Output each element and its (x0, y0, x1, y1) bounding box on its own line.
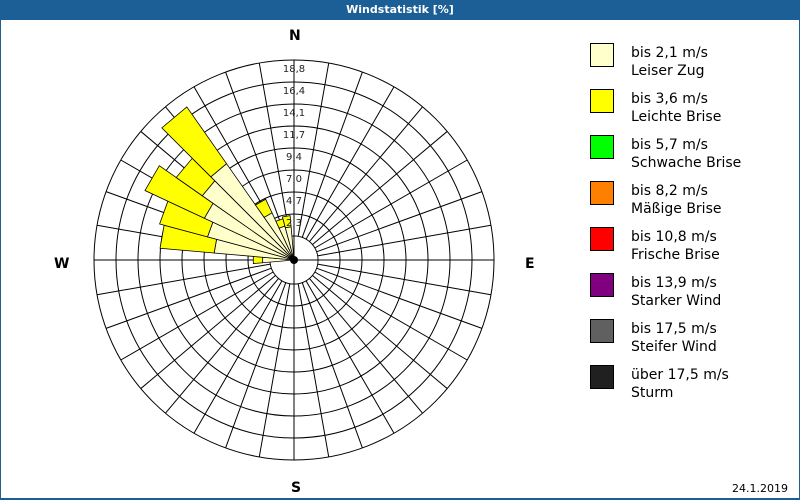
legend-range: bis 10,8 m/s (631, 229, 717, 245)
legend-label: Sturm (631, 385, 674, 401)
north-label: N (289, 28, 301, 44)
legend-swatch (590, 273, 614, 297)
legend-swatch (590, 135, 614, 159)
legend-swatch (590, 319, 614, 343)
east-label: E (525, 256, 535, 272)
chart-title: Windstatistik [%] (0, 0, 800, 20)
bottom-border (0, 498, 800, 500)
south-label: S (291, 480, 302, 496)
legend-label: Steifer Wind (631, 339, 717, 355)
radial-tick-label: 11,7 (283, 130, 305, 141)
legend-label: Mäßige Brise (631, 201, 722, 217)
legend-range: bis 5,7 m/s (631, 137, 708, 153)
radial-tick-label: 14,1 (283, 108, 305, 119)
legend-range: bis 8,2 m/s (631, 183, 708, 199)
legend-range: bis 17,5 m/s (631, 321, 717, 337)
radial-tick-label: 2,3 (286, 218, 302, 229)
west-label: W (54, 256, 70, 272)
legend-swatch (590, 43, 614, 67)
wind-bar (281, 215, 292, 229)
legend-label: Leichte Brise (631, 109, 722, 125)
legend-swatch (590, 227, 614, 251)
wind-bar (144, 165, 214, 219)
radial-tick-label: 18,8 (283, 64, 305, 75)
radial-tick-label: 9,4 (286, 152, 302, 163)
legend-swatch (590, 89, 614, 113)
legend-range: bis 3,6 m/s (631, 91, 708, 107)
legend-swatch (590, 365, 614, 389)
legend-label: Frische Brise (631, 247, 720, 263)
legend-label: Starker Wind (631, 293, 722, 309)
legend-label: Schwache Brise (631, 155, 742, 171)
legend-swatch (590, 181, 614, 205)
radial-tick-label: 7,0 (286, 174, 302, 185)
legend-range: über 17,5 m/s (631, 367, 729, 383)
date-label: 24.1.2019 (732, 482, 788, 495)
legend-range: bis 2,1 m/s (631, 45, 708, 61)
legend-range: bis 13,9 m/s (631, 275, 717, 291)
wind-bar (161, 106, 228, 178)
radial-tick-label: 16,4 (283, 86, 305, 97)
legend-label: Leiser Zug (631, 63, 705, 79)
wind-bar (254, 198, 273, 218)
radial-tick-label: 4,7 (286, 196, 302, 207)
